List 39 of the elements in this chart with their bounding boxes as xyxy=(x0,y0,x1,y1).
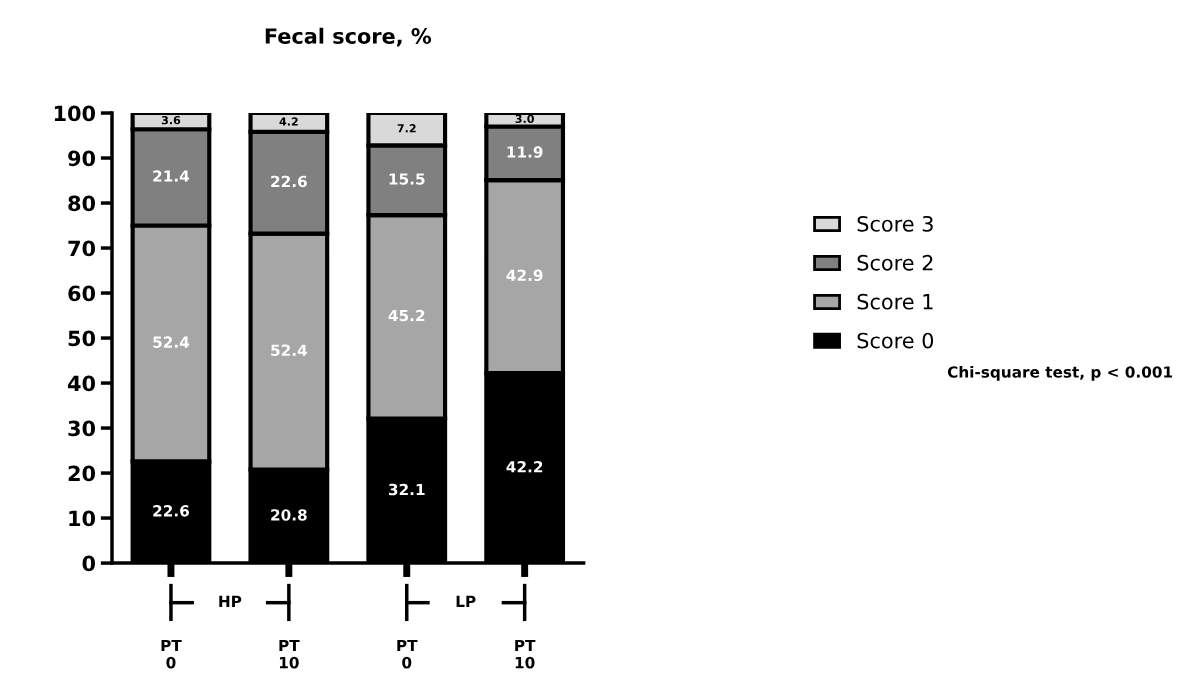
text: HP xyxy=(219,595,242,607)
data-label: 45.2 xyxy=(388,309,425,322)
legend-label: Score 1 xyxy=(857,293,933,310)
x-tick-label: PT 0 xyxy=(397,639,418,669)
data-label: 15.5 xyxy=(389,173,425,185)
text: LP xyxy=(456,595,476,607)
data-label: 3.6 xyxy=(161,115,181,125)
x-tick-label: PT 10 xyxy=(515,639,536,669)
y-tick-label: 30 xyxy=(68,420,96,437)
data-label: 22.6 xyxy=(271,175,307,188)
y-tick-label: 20 xyxy=(68,465,96,482)
data-label: 52.4 xyxy=(153,336,190,348)
y-tick-label: 100 xyxy=(54,105,96,122)
legend-label: Score 0 xyxy=(857,332,934,349)
data-label: 52.4 xyxy=(271,344,307,356)
x-tick-label: PT 0 xyxy=(161,639,182,669)
y-tick-label: 90 xyxy=(68,150,96,167)
text: Chi-square test, p < 0.001 xyxy=(947,365,1173,381)
data-label: 22.6 xyxy=(153,505,189,517)
data-label: 21.4 xyxy=(153,170,190,182)
data-label: 32.1 xyxy=(388,483,425,496)
x-tick-label: PT 10 xyxy=(279,639,300,669)
y-tick-label: 50 xyxy=(68,330,96,347)
y-tick-label: 70 xyxy=(68,240,96,257)
y-tick-label: 60 xyxy=(68,285,96,302)
data-label: 42.2 xyxy=(506,460,543,473)
legend-label: Score 2 xyxy=(857,254,933,271)
data-label: 42.9 xyxy=(506,269,543,282)
data-label: 3.0 xyxy=(515,114,534,123)
y-tick-label: 0 xyxy=(82,555,96,572)
data-label: 7.2 xyxy=(397,124,416,133)
y-tick-label: 40 xyxy=(67,375,96,392)
chart-title: Fecal score, % xyxy=(265,27,432,47)
y-tick-label: 80 xyxy=(68,195,96,212)
data-label: 11.9 xyxy=(507,146,543,158)
legend-label: Score 3 xyxy=(857,215,933,232)
data-label: 4.2 xyxy=(279,117,298,126)
data-label: 20.8 xyxy=(271,509,307,521)
y-tick-label: 10 xyxy=(69,510,96,527)
